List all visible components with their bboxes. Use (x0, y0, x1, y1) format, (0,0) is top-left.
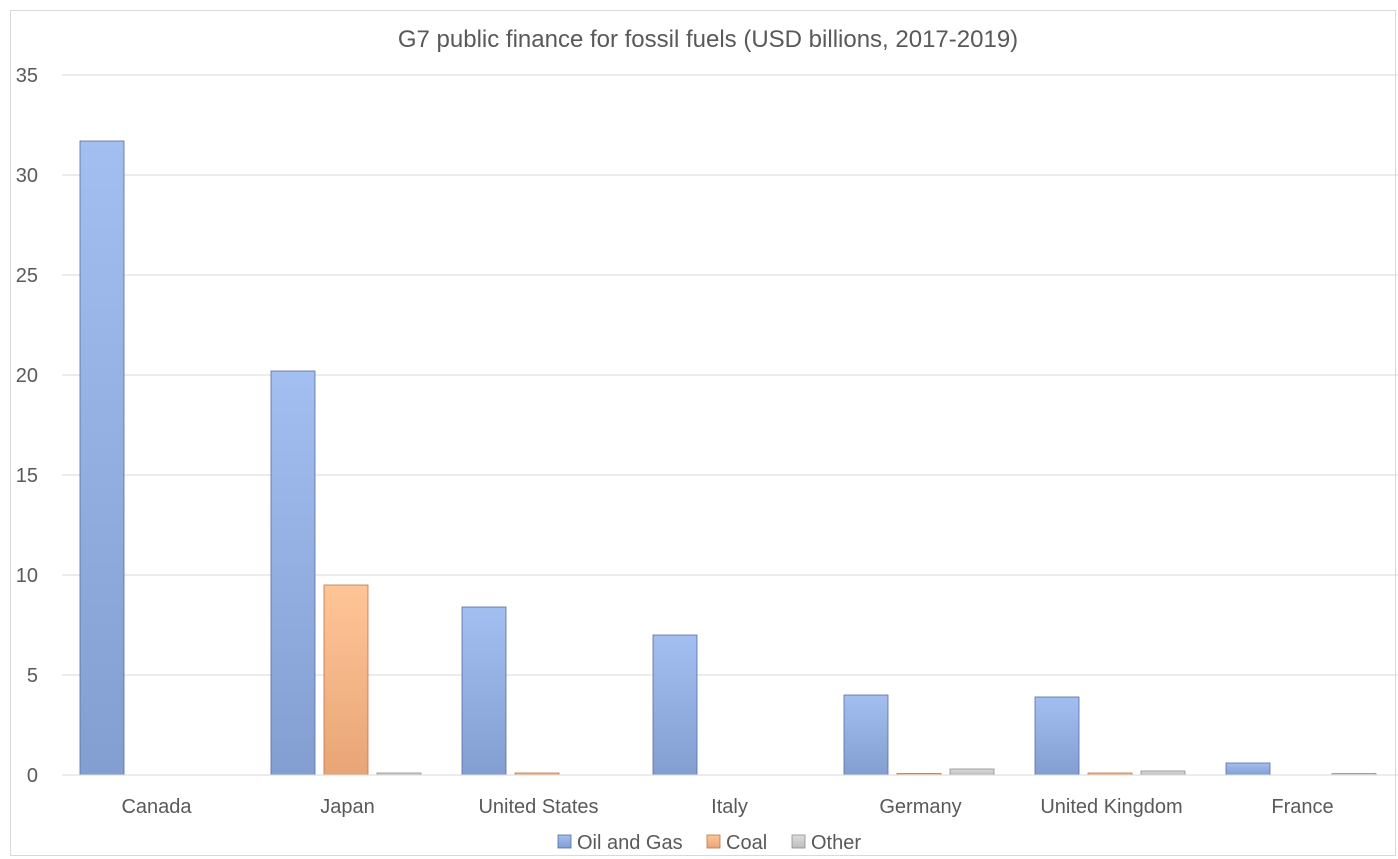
bars (79, 140, 1377, 776)
y-tick-label: 25 (16, 265, 38, 287)
x-tick-label: France (1271, 796, 1333, 818)
bar-oil-and-gas (79, 140, 125, 776)
bar-other (949, 768, 995, 776)
y-tick-label: 20 (16, 365, 38, 387)
gridlines (62, 74, 1398, 676)
legend: Oil and Gas Coal Other (557, 832, 861, 854)
y-tick-label: 10 (16, 565, 38, 587)
x-tick-label: Germany (879, 796, 961, 818)
x-axis-ticks: Canada Japan United States Italy Germany Unit… (121, 796, 1333, 818)
x-tick-label: United States (478, 796, 598, 818)
legend-swatch (791, 834, 806, 849)
y-axis-ticks: 0 5 10 15 20 25 30 35 (16, 65, 38, 787)
y-tick-label: 35 (16, 65, 38, 87)
bar-oil-and-gas (461, 606, 507, 776)
y-tick-label: 15 (16, 465, 38, 487)
bar-oil-and-gas (1225, 762, 1271, 776)
x-tick-label: Canada (121, 796, 192, 818)
bar-oil-and-gas (652, 634, 698, 776)
legend-swatch (557, 834, 572, 849)
legend-label: Coal (726, 832, 767, 854)
y-tick-label: 0 (27, 765, 38, 787)
legend-label: Oil and Gas (577, 832, 683, 854)
x-tick-label: United Kingdom (1040, 796, 1182, 818)
bar-other (1140, 770, 1186, 776)
bar-coal (323, 584, 369, 776)
bar-oil-and-gas (843, 694, 889, 776)
x-tick-label: Italy (711, 796, 748, 818)
y-tick-label: 30 (16, 165, 38, 187)
y-tick-label: 5 (27, 665, 38, 687)
bar-oil-and-gas (270, 370, 316, 776)
bar-oil-and-gas (1034, 696, 1080, 776)
legend-label: Other (811, 832, 861, 854)
legend-swatch (706, 834, 721, 849)
x-tick-label: Japan (320, 796, 375, 818)
chart-title: G7 public finance for fossil fuels (USD … (398, 26, 1018, 53)
